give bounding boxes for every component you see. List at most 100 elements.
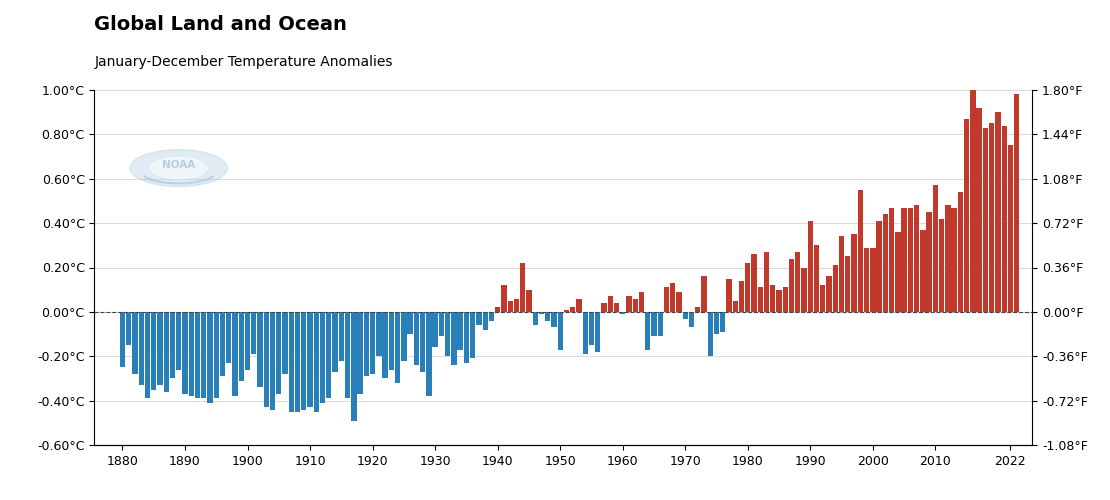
Bar [201,312,206,398]
Bar [639,292,644,312]
Bar [914,206,919,312]
Bar [245,312,250,370]
Bar [519,263,525,312]
Bar [388,312,394,370]
Bar [720,312,726,332]
Bar [877,221,881,312]
Bar [414,312,420,365]
Bar [946,206,950,312]
Bar [626,296,632,312]
Bar [251,312,256,354]
Bar [139,312,144,385]
Bar [758,288,763,312]
Bar [464,312,470,363]
Bar [607,296,613,312]
Bar [989,124,995,312]
Bar [176,312,181,370]
Bar [538,312,544,314]
Bar [426,312,432,396]
Bar [564,310,569,312]
Bar [332,312,337,372]
Bar [977,108,982,312]
Bar [576,298,582,312]
Bar [920,230,926,312]
Bar [927,212,931,312]
Bar [488,312,494,321]
Text: Global Land and Ocean: Global Land and Ocean [94,15,347,34]
Bar [745,263,750,312]
Bar [132,312,138,374]
Bar [420,312,425,372]
Bar [932,186,938,312]
Bar [364,312,369,376]
Bar [958,192,963,312]
Bar [901,208,907,312]
Bar [571,308,575,312]
Bar [383,312,387,378]
Bar [1015,94,1019,312]
Bar [801,268,807,312]
Bar [170,312,175,378]
Bar [970,88,976,312]
Bar [470,312,475,358]
Bar [457,312,463,350]
Bar [739,281,744,312]
Bar [633,298,638,312]
Bar [195,312,200,398]
Bar [226,312,232,363]
Bar [151,312,157,390]
Bar [213,312,219,398]
Bar [452,312,456,365]
Bar [864,248,869,312]
Bar [670,283,675,312]
Bar [433,312,437,348]
Bar [445,312,451,356]
Bar [676,292,682,312]
Bar [963,119,969,312]
Bar [326,312,332,398]
Bar [276,312,282,394]
Text: January-December Temperature Anomalies: January-December Temperature Anomalies [94,55,393,69]
Circle shape [130,150,228,186]
Bar [714,312,719,334]
Bar [652,312,657,336]
Bar [595,312,601,352]
Bar [839,236,845,312]
Bar [282,312,287,374]
Bar [376,312,382,356]
Bar [982,128,988,312]
Bar [908,208,914,312]
Bar [270,312,275,410]
Bar [996,112,1000,312]
Bar [438,312,444,336]
Bar [258,312,263,388]
Bar [189,312,194,396]
Bar [301,312,306,410]
Bar [314,312,319,412]
Bar [889,208,895,312]
Bar [751,254,757,312]
Bar [476,312,482,325]
Circle shape [151,158,206,178]
Bar [545,312,551,321]
Bar [395,312,401,383]
Bar [733,301,738,312]
Bar [695,308,700,312]
Bar [289,312,294,412]
Bar [220,312,225,376]
Bar [552,312,556,328]
Bar [1001,126,1007,312]
Bar [789,258,795,312]
Bar [232,312,238,396]
Bar [657,312,663,336]
Bar [689,312,694,328]
Bar [407,312,413,334]
Bar [951,208,957,312]
Bar [158,312,163,385]
Bar [320,312,325,403]
Bar [602,303,607,312]
Bar [1008,146,1013,312]
Bar [845,256,850,312]
Bar [726,278,731,312]
Bar [882,214,888,312]
